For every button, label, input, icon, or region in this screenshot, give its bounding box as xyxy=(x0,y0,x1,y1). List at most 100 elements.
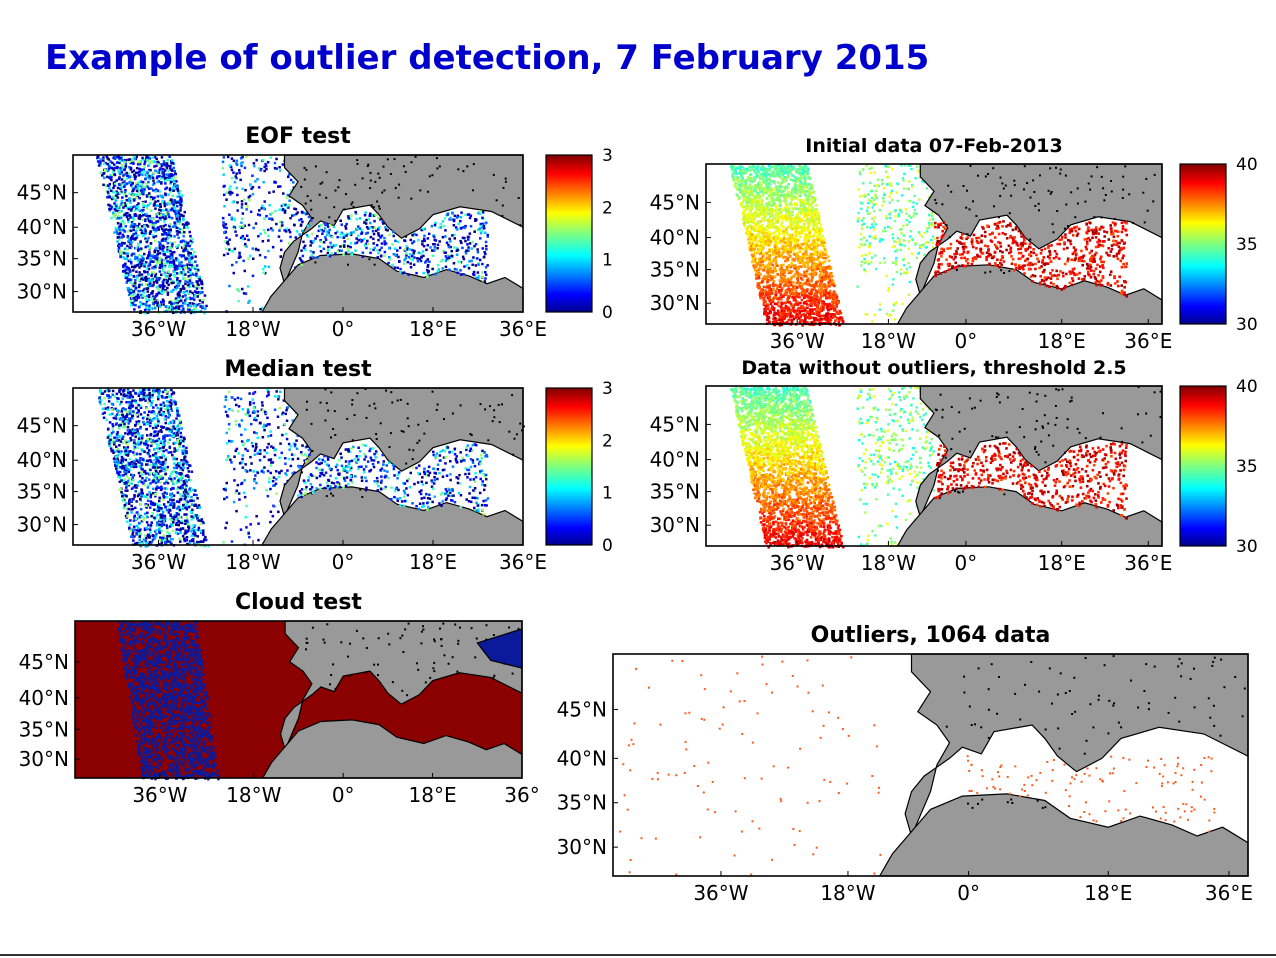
data-point xyxy=(125,265,129,269)
data-point xyxy=(271,514,275,518)
speck xyxy=(431,174,434,177)
data-point xyxy=(150,521,153,524)
data-point xyxy=(446,446,449,449)
data-point xyxy=(277,398,280,401)
data-point xyxy=(188,285,191,288)
speck xyxy=(346,417,349,420)
data-point xyxy=(243,479,246,482)
data-point xyxy=(116,240,119,243)
data-point xyxy=(459,215,463,219)
data-point xyxy=(155,229,158,232)
data-point xyxy=(298,233,301,236)
data-point xyxy=(173,477,176,480)
data-point xyxy=(178,294,181,297)
data-point xyxy=(372,248,375,252)
data-point xyxy=(149,282,152,286)
data-point xyxy=(125,410,128,414)
data-point xyxy=(129,431,132,435)
data-point xyxy=(156,395,160,398)
data-point xyxy=(425,248,428,252)
data-point xyxy=(122,270,125,273)
data-point xyxy=(278,220,282,224)
data-point xyxy=(170,173,173,176)
data-point xyxy=(125,486,128,489)
data-point xyxy=(120,178,124,181)
data-point xyxy=(161,169,164,173)
data-point xyxy=(297,464,300,468)
data-point xyxy=(481,480,484,483)
data-point xyxy=(185,223,189,227)
data-point xyxy=(162,171,165,174)
data-point xyxy=(142,170,146,173)
data-point xyxy=(155,446,159,449)
data-point xyxy=(172,201,176,204)
data-point xyxy=(178,215,181,219)
data-point xyxy=(188,257,191,260)
data-point xyxy=(124,262,127,266)
data-point xyxy=(280,451,283,455)
data-point xyxy=(273,161,277,165)
data-point xyxy=(122,479,125,482)
data-point xyxy=(402,262,406,265)
data-point xyxy=(485,221,488,224)
data-point xyxy=(470,259,473,263)
data-point xyxy=(420,252,423,255)
data-point xyxy=(412,240,416,243)
data-point xyxy=(344,227,348,230)
data-point xyxy=(102,416,106,419)
data-point xyxy=(141,257,145,260)
speck xyxy=(325,196,328,199)
data-point xyxy=(156,220,160,223)
data-point xyxy=(380,467,384,470)
data-point xyxy=(310,219,313,222)
data-point xyxy=(172,487,175,490)
data-point xyxy=(224,398,228,401)
data-point xyxy=(342,233,345,237)
data-point xyxy=(467,468,471,472)
data-point xyxy=(124,204,127,208)
data-point xyxy=(235,403,238,407)
data-point xyxy=(317,462,320,466)
data-point xyxy=(434,272,437,276)
data-point xyxy=(258,459,262,462)
data-point xyxy=(158,241,161,244)
data-point xyxy=(149,482,152,485)
data-point xyxy=(123,202,126,205)
data-point xyxy=(151,491,155,495)
data-point xyxy=(147,452,150,456)
data-point xyxy=(157,189,160,193)
data-point xyxy=(114,209,118,212)
speck xyxy=(310,422,313,425)
data-point xyxy=(248,299,251,303)
data-point xyxy=(266,416,269,420)
data-point xyxy=(162,503,166,506)
data-point xyxy=(124,162,128,165)
data-point xyxy=(156,450,160,453)
data-point xyxy=(237,256,241,259)
data-point xyxy=(146,185,149,189)
data-point xyxy=(375,229,378,233)
data-point xyxy=(158,256,162,259)
data-point xyxy=(126,279,129,282)
data-point xyxy=(252,401,255,405)
data-point xyxy=(146,239,149,242)
data-point xyxy=(247,285,250,288)
data-point xyxy=(148,168,151,172)
data-point xyxy=(262,207,265,210)
data-point xyxy=(167,441,170,444)
data-point xyxy=(418,502,422,505)
data-point xyxy=(188,269,192,273)
data-point xyxy=(176,411,179,414)
data-point xyxy=(171,290,174,293)
data-point xyxy=(134,171,138,175)
data-point xyxy=(172,481,175,484)
data-point xyxy=(482,224,486,228)
data-point xyxy=(108,207,111,211)
data-point xyxy=(161,287,165,290)
data-point xyxy=(149,468,152,472)
data-point xyxy=(343,240,346,243)
data-point xyxy=(177,528,181,531)
data-point xyxy=(478,459,482,463)
data-point xyxy=(155,426,158,429)
data-point xyxy=(485,244,488,248)
